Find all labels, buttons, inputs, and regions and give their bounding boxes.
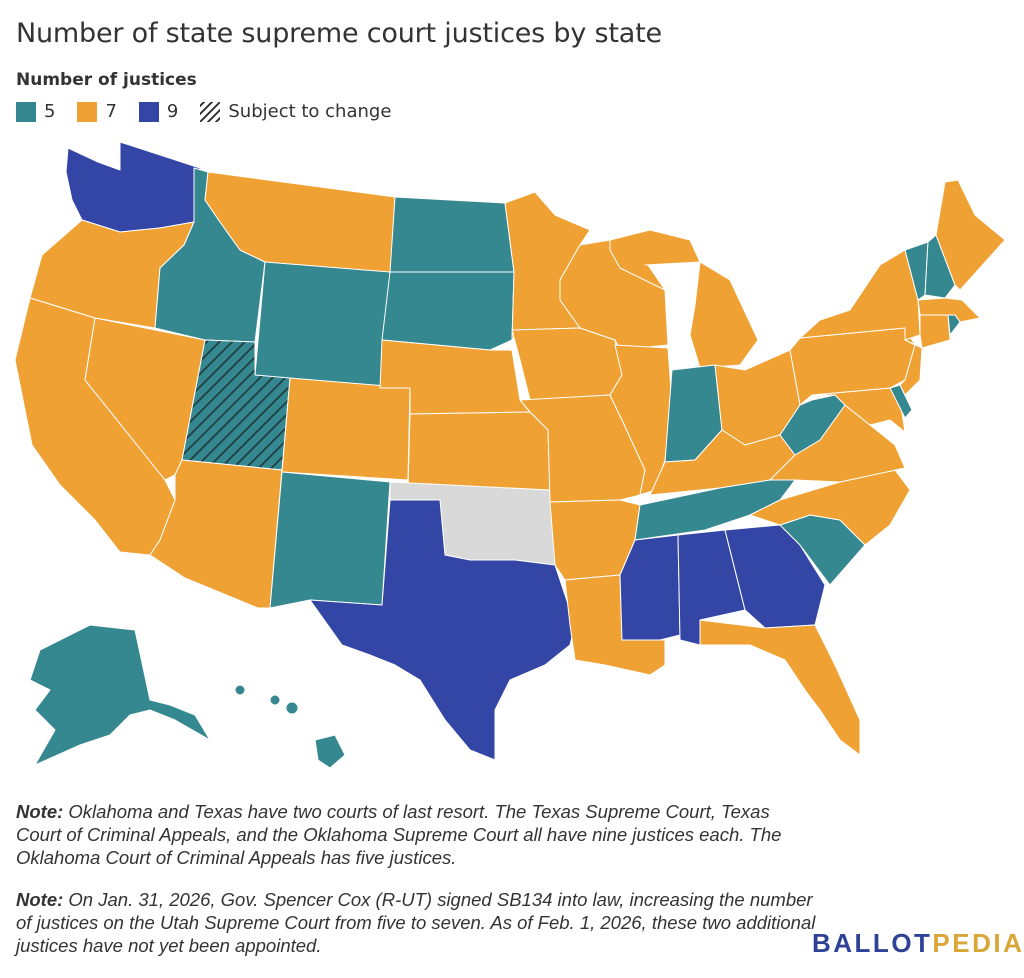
state-south-dakota [381, 271, 515, 351]
us-map [14, 141, 1006, 769]
legend-label-9: 9 [166, 101, 179, 122]
state-washington [65, 141, 201, 233]
note-2-text: On Jan. 31, 2026, Gov. Spencer Cox (R-UT… [16, 889, 816, 956]
state-kansas [407, 411, 551, 491]
legend-item-subject-to-change: Subject to change [200, 101, 391, 122]
legend-title: Number of justices [16, 70, 197, 90]
logo-part-1: BALLOT [812, 928, 933, 958]
state-new-mexico [269, 471, 391, 609]
legend-label-7: 7 [105, 101, 117, 122]
state-arizona [149, 459, 283, 609]
legend-item-5: 5 [16, 101, 55, 122]
state-new-jersey [899, 339, 923, 396]
ballotpedia-logo: BALLOTPEDIA [812, 928, 1024, 959]
state-michigan-lower [689, 261, 759, 369]
state-alaska [29, 624, 211, 766]
state-hawaii [314, 734, 346, 769]
state-delaware [889, 384, 913, 419]
note-1-label: Note: [16, 801, 64, 822]
state-wyoming [254, 261, 391, 389]
notes: Note: Oklahoma and Texas have two courts… [16, 800, 816, 976]
state-maine [935, 179, 1006, 291]
legend-label-subject-to-change: Subject to change [228, 101, 392, 122]
state-iowa [511, 327, 623, 401]
state-michigan [609, 229, 701, 291]
note-2-label: Note: [16, 889, 64, 910]
state-texas [309, 499, 576, 761]
note-1-text: Oklahoma and Texas have two courts of la… [16, 801, 782, 868]
state-colorado [281, 377, 411, 481]
legend-swatch-hatched [200, 101, 221, 122]
state-new-york [799, 249, 921, 341]
state-hawaii-island-3 [269, 694, 281, 706]
note-1: Note: Oklahoma and Texas have two courts… [16, 800, 816, 869]
state-florida [699, 619, 861, 756]
legend-item-7: 7 [77, 101, 117, 122]
legend: 5 7 9 Subject to change [16, 101, 413, 122]
state-connecticut [919, 314, 951, 349]
state-hawaii-island-2 [285, 701, 299, 715]
page-title: Number of state supreme court justices b… [16, 18, 662, 49]
state-hawaii-island-4 [234, 684, 246, 696]
logo-part-2: PEDIA [932, 928, 1024, 958]
legend-swatch-9 [138, 101, 159, 122]
legend-item-9: 9 [138, 101, 179, 122]
legend-label-5: 5 [44, 101, 56, 122]
state-rhode-island [947, 314, 961, 336]
state-north-carolina [749, 469, 911, 546]
state-north-dakota [389, 196, 515, 273]
note-2: Note: On Jan. 31, 2026, Gov. Spencer Cox… [16, 888, 816, 957]
state-new-hampshire [924, 234, 956, 299]
legend-swatch-5 [16, 101, 36, 122]
legend-swatch-7 [77, 101, 98, 122]
